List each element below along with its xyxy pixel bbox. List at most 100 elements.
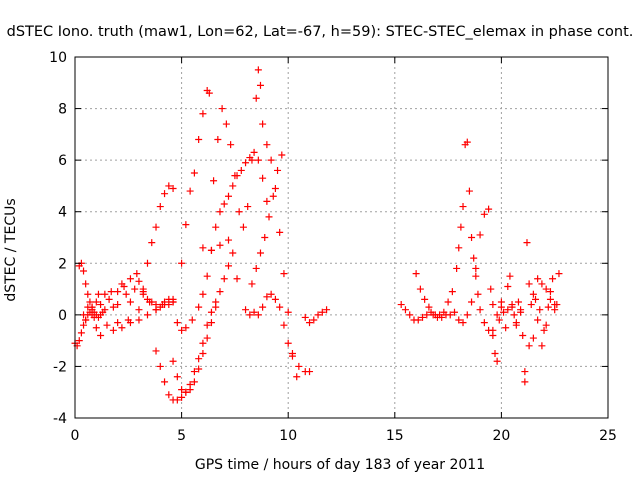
data-point — [109, 326, 117, 334]
data-point — [508, 301, 516, 309]
data-point — [126, 319, 134, 327]
data-point — [220, 200, 228, 208]
data-point — [459, 319, 467, 327]
data-point — [397, 301, 405, 309]
data-point — [235, 208, 243, 216]
data-point — [80, 267, 88, 275]
data-point — [146, 298, 154, 306]
data-point — [504, 282, 512, 290]
data-point — [438, 313, 446, 321]
data-point — [497, 298, 505, 306]
data-point — [487, 285, 495, 293]
data-point — [542, 321, 550, 329]
data-point — [242, 306, 250, 314]
data-point — [502, 324, 510, 332]
data-point — [190, 169, 198, 177]
data-point — [178, 386, 186, 394]
data-point — [301, 313, 309, 321]
data-point — [178, 326, 186, 334]
data-point — [280, 270, 288, 278]
data-point — [514, 298, 522, 306]
grid-lines — [75, 57, 608, 418]
data-point — [444, 298, 452, 306]
data-point — [465, 187, 473, 195]
data-point — [252, 94, 260, 102]
data-point — [450, 308, 458, 316]
y-tick-label: 10 — [49, 50, 67, 66]
data-point — [94, 290, 102, 298]
data-point — [207, 246, 215, 254]
data-point — [421, 295, 429, 303]
data-point — [97, 331, 105, 339]
data-point — [239, 223, 247, 231]
data-point — [190, 368, 198, 376]
data-point — [246, 311, 254, 319]
data-point — [225, 262, 233, 270]
data-point — [489, 326, 497, 334]
data-point — [259, 174, 267, 182]
data-point — [538, 342, 546, 350]
data-point — [521, 368, 529, 376]
data-point — [203, 272, 211, 280]
data-point — [161, 190, 169, 198]
data-point — [216, 288, 224, 296]
data-point — [101, 306, 109, 314]
y-tick-label: 6 — [58, 153, 67, 169]
data-point — [152, 347, 160, 355]
data-point — [546, 288, 554, 296]
data-point — [493, 311, 501, 319]
data-point — [248, 280, 256, 288]
data-point — [276, 228, 284, 236]
axis-ticks: 0 5 10 15 20 25 -4 -2 0 2 4 6 8 10 — [49, 50, 617, 444]
data-point — [114, 301, 122, 309]
chart-title: dSTEC Iono. truth (maw1, Lon=62, Lat=-67… — [7, 24, 634, 40]
data-point — [227, 141, 235, 149]
data-point — [218, 105, 226, 113]
y-axis-label: dSTEC / TECUs — [3, 198, 19, 301]
data-point — [190, 378, 198, 386]
data-point — [225, 192, 233, 200]
data-point — [161, 378, 169, 386]
data-point — [463, 138, 471, 146]
data-point — [476, 231, 484, 239]
data-point — [161, 301, 169, 309]
data-point — [468, 298, 476, 306]
data-point — [259, 120, 267, 128]
x-tick-label: 10 — [279, 428, 297, 444]
x-axis-label: GPS time / hours of day 183 of year 2011 — [195, 457, 485, 473]
data-point — [517, 308, 525, 316]
data-point — [152, 306, 160, 314]
data-point — [512, 319, 520, 327]
data-point — [203, 334, 211, 342]
data-point — [459, 203, 467, 211]
data-point — [252, 264, 260, 272]
data-point — [523, 239, 531, 247]
data-point — [254, 156, 262, 164]
data-point — [480, 210, 488, 218]
data-point — [474, 290, 482, 298]
data-point — [135, 306, 143, 314]
data-point — [485, 205, 493, 213]
data-point — [271, 295, 279, 303]
data-point — [214, 136, 222, 144]
data-point — [156, 203, 164, 211]
data-point — [250, 148, 258, 156]
data-point — [493, 357, 501, 365]
data-point — [103, 321, 111, 329]
data-point — [244, 203, 252, 211]
data-point — [521, 378, 529, 386]
data-point — [109, 303, 117, 311]
data-point — [114, 319, 122, 327]
data-point — [114, 288, 122, 296]
data-point — [284, 308, 292, 316]
data-point — [199, 110, 207, 118]
data-point — [500, 308, 508, 316]
data-point — [314, 311, 322, 319]
data-point — [195, 365, 203, 373]
data-point — [156, 362, 164, 370]
data-point — [107, 288, 115, 296]
data-point — [199, 339, 207, 347]
data-point — [429, 311, 437, 319]
